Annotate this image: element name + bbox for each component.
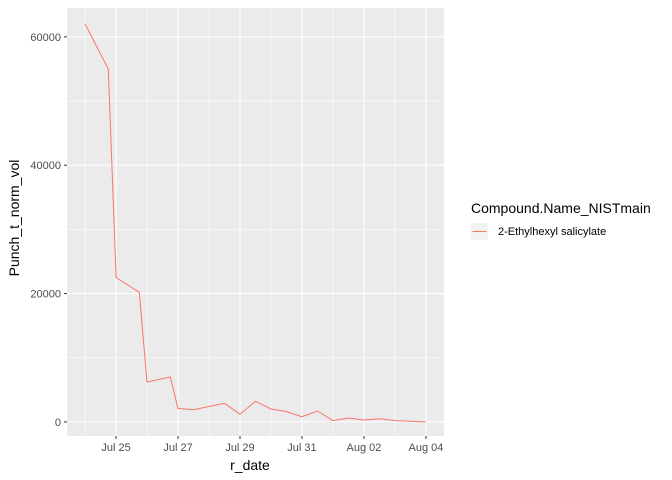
x-tick-label: Jul 27 xyxy=(163,442,192,454)
plot-panel xyxy=(67,8,444,436)
series-line xyxy=(84,23,426,423)
legend-title: Compound.Name_NISTmain xyxy=(471,200,651,216)
series-layer xyxy=(84,23,426,423)
x-tick-label: Jul 29 xyxy=(225,442,254,454)
major-gridlines xyxy=(67,8,444,436)
legend: Compound.Name_NISTmain 2-Ethylhexyl sali… xyxy=(471,200,651,240)
x-axis: Jul 25 Jul 27 Jul 29 Jul 31 Aug 02 Aug 04 xyxy=(101,436,443,454)
x-tick-label: Jul 25 xyxy=(101,442,130,454)
x-tick-label: Aug 02 xyxy=(347,442,382,454)
x-tick-label: Jul 31 xyxy=(287,442,316,454)
y-axis-title: Punch_t_norm_vol xyxy=(6,160,22,277)
y-axis: 0 20000 40000 60000 xyxy=(30,32,67,429)
x-tick-label: Aug 04 xyxy=(408,442,443,454)
y-tick-label: 40000 xyxy=(30,160,61,172)
minor-gridlines xyxy=(67,8,444,436)
x-axis-title: r_date xyxy=(230,457,270,473)
legend-entry-label: 2-Ethylhexyl salicylate xyxy=(498,226,606,238)
y-tick-label: 0 xyxy=(55,417,61,429)
y-tick-label: 20000 xyxy=(30,289,61,301)
y-tick-label: 60000 xyxy=(30,32,61,44)
